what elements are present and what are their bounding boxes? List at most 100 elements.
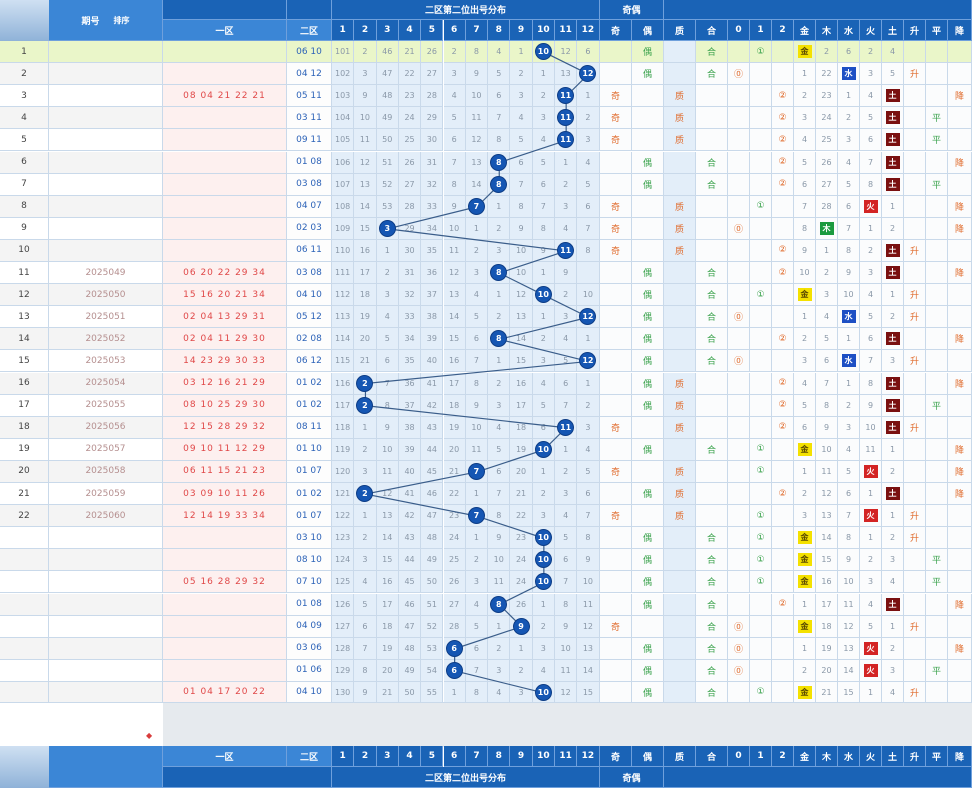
bottom-ball-col-12-header: 12 (577, 746, 600, 767)
ball-cell-3: 5 (376, 328, 399, 351)
row-index: 22 (0, 505, 49, 528)
ball-cell-5: 37 (421, 284, 444, 307)
ball-cell-9: 24 (510, 549, 533, 572)
element-cell-1: 19 (816, 637, 838, 660)
ball-cell-10: 10 (532, 549, 555, 572)
row-zone2-numbers: 03 06 (287, 637, 332, 660)
bottom-el-jin-col-label: 金 (799, 752, 809, 763)
row-index: 16 (0, 372, 49, 395)
composite-cell: 合 (696, 151, 728, 174)
top-ball-col-12-label: 12 (581, 25, 595, 35)
ball-cell-3: 18 (376, 615, 399, 638)
element-cell-3: 9 (860, 394, 882, 417)
row-zone2-numbers: 01 06 (287, 659, 332, 682)
element-badge: 火 (863, 641, 878, 655)
footer-issue-header (49, 746, 163, 788)
ball-cell-10: 3 (532, 107, 555, 130)
row-zone2-numbers: 02 08 (287, 328, 332, 351)
ball-cell-5: 42 (421, 394, 444, 417)
ball-cell-10: 4 (532, 372, 555, 395)
element-cell-3: 1 (860, 527, 882, 550)
remainder-cell-0: ⓪ (728, 217, 750, 240)
even-cell: 偶 (632, 593, 664, 616)
element-cell-2: 6 (838, 41, 860, 64)
ball-cell-3: 9 (376, 416, 399, 439)
odd-cell (600, 571, 632, 594)
remainder-cell-2: ② (772, 262, 794, 285)
row-issue (49, 239, 163, 262)
ball-cell-8: 3 (488, 239, 511, 262)
even-cell: 偶 (632, 681, 664, 704)
element-cell-1: 6 (816, 350, 838, 373)
even-cell: 偶 (632, 350, 664, 373)
row-zone2-numbers: 01 08 (287, 593, 332, 616)
prime-cell (664, 593, 696, 616)
remainder-cell-1 (750, 394, 772, 417)
zone2-header: 二区 (287, 20, 332, 41)
top-left-corner (0, 0, 49, 41)
zone2-header-label: 二区 (299, 26, 318, 37)
ball-cell-12: 12 (577, 63, 600, 86)
ball-cell-3: 47 (376, 63, 399, 86)
ball-cell-2: 2 (354, 394, 377, 417)
row-index (0, 527, 49, 550)
element-badge: 土 (885, 111, 900, 125)
element-cell-1: 18 (816, 615, 838, 638)
ball-cell-7: 7 (465, 195, 489, 218)
ball-cell-9: 16 (510, 372, 533, 395)
element-cell-1: 13 (816, 505, 838, 528)
element-cell-4: 土 (882, 372, 904, 395)
row-issue: 2025060 (49, 505, 163, 528)
row-zone2-numbers: 04 10 (287, 284, 332, 307)
remainder-cell-1 (750, 593, 772, 616)
ball-cell-1: 112 (332, 284, 355, 307)
bottom-ball-col-12-label: 12 (581, 751, 595, 761)
ball-cell-9: 26 (510, 593, 533, 616)
remainder-cell-0 (728, 460, 750, 483)
issue-header[interactable]: 期号 排序 (49, 0, 163, 41)
ball-cell-4: 42 (398, 505, 422, 528)
element-cell-3: 火 (860, 505, 882, 528)
row-zone2-numbers: 01 02 (287, 394, 332, 417)
odd-cell (600, 262, 632, 285)
ball-cell-8: 8 (488, 505, 511, 528)
row-index: 11 (0, 262, 49, 285)
ball-cell-12 (577, 262, 600, 285)
trend-cell-1: 平 (926, 659, 948, 682)
ball-cell-12: 4 (577, 438, 600, 461)
odd-cell (600, 549, 632, 572)
ball-cell-2: 9 (354, 85, 377, 108)
element-cell-3: 3 (860, 571, 882, 594)
row-zone1-numbers: 08 04 21 22 21 (163, 85, 287, 108)
remainder-cell-1: ① (750, 41, 772, 64)
remainder-cell-0 (728, 681, 750, 704)
element-badge: 水 (841, 310, 856, 324)
ball-cell-6: 1 (443, 681, 466, 704)
row-index: 8 (0, 195, 49, 218)
remainder-cell-2 (772, 284, 794, 307)
element-cell-1: 2 (816, 41, 838, 64)
top-ball-col-1-label: 1 (339, 25, 346, 35)
prime-cell (664, 328, 696, 351)
expand-arrow-icon[interactable]: ◆ (146, 731, 153, 740)
bottom-even-col-label: 偶 (642, 752, 652, 763)
trend-cell-1 (926, 527, 948, 550)
trend-cell-1: 平 (926, 549, 948, 572)
ball-cell-6: 27 (443, 593, 466, 616)
even-cell (632, 239, 664, 262)
ball-cell-11: 11 (555, 129, 578, 152)
ball-cell-1: 121 (332, 483, 355, 506)
ball-cell-11: 10 (555, 637, 578, 660)
prime-cell (664, 306, 696, 329)
prime-cell: 质 (664, 195, 696, 218)
ball-cell-3: 19 (376, 637, 399, 660)
distribution-header: 二区第二位出号分布 (332, 0, 600, 20)
odd-cell: 奇 (600, 129, 632, 152)
row-zone1-numbers: 09 10 11 12 29 (163, 438, 287, 461)
row-zone2-numbers: 02 03 (287, 217, 332, 240)
ball-cell-11: 11 (555, 659, 578, 682)
ball-cell-5: 44 (421, 438, 444, 461)
row-zone2-numbers: 03 08 (287, 173, 332, 196)
sort-header-label[interactable]: 排序 (113, 15, 130, 25)
ball-cell-6: 6 (443, 129, 466, 152)
